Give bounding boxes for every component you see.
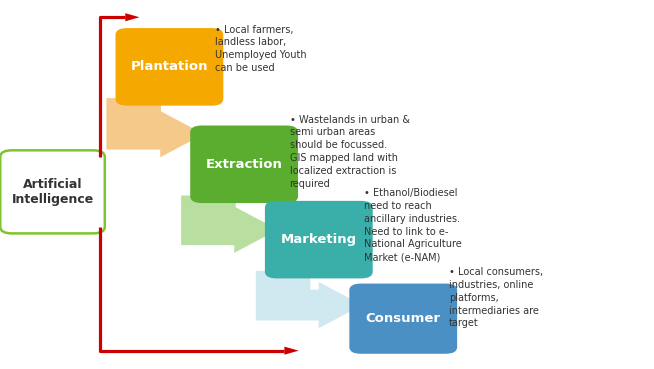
Polygon shape <box>126 13 139 21</box>
Polygon shape <box>181 196 278 253</box>
Polygon shape <box>256 271 362 328</box>
FancyBboxPatch shape <box>0 150 105 233</box>
Text: Artificial
Intelligence: Artificial Intelligence <box>11 178 94 206</box>
Text: Extraction: Extraction <box>206 158 283 171</box>
Text: • Ethanol/Biodiesel
need to reach
ancillary industries.
Need to link to e-
Natio: • Ethanol/Biodiesel need to reach ancill… <box>364 188 462 262</box>
Text: Marketing: Marketing <box>281 233 357 246</box>
Text: Plantation: Plantation <box>131 61 208 73</box>
FancyBboxPatch shape <box>190 125 298 203</box>
Text: • Wastelands in urban &
semi urban areas
should be focussed.
GIS mapped land wit: • Wastelands in urban & semi urban areas… <box>290 115 409 189</box>
Text: • Local consumers,
industries, online
platforms,
intermediaries are
target: • Local consumers, industries, online pl… <box>449 267 543 328</box>
Text: Consumer: Consumer <box>366 312 441 325</box>
FancyBboxPatch shape <box>116 28 223 106</box>
Polygon shape <box>284 346 299 355</box>
FancyBboxPatch shape <box>349 283 457 354</box>
Text: • Local farmers,
landless labor,
Unemployed Youth
can be used: • Local farmers, landless labor, Unemplo… <box>215 25 307 73</box>
Polygon shape <box>107 98 204 157</box>
FancyBboxPatch shape <box>265 201 373 279</box>
